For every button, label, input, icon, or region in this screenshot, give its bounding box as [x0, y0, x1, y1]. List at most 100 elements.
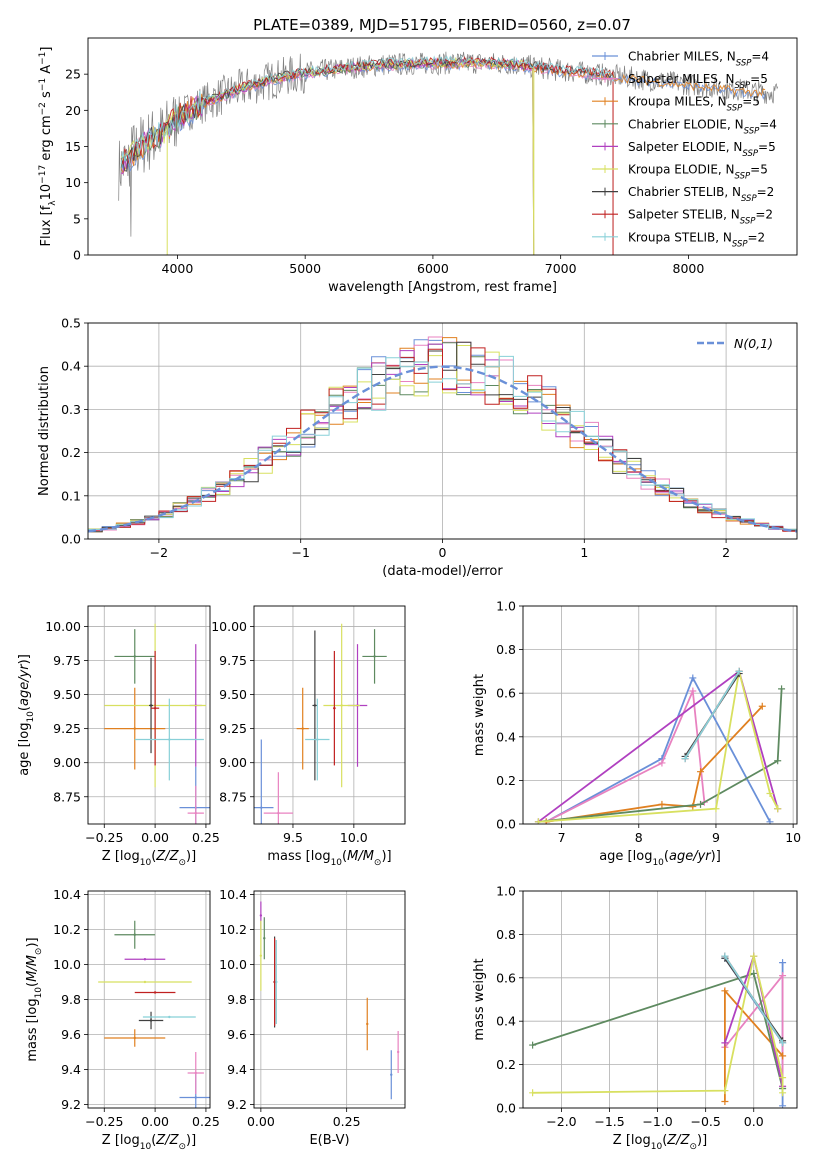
label-part: ( — [664, 849, 669, 864]
legend-label-count: =4 — [759, 117, 777, 131]
y-tick-label: 0.0 — [496, 1101, 516, 1116]
label-part: mass weight — [472, 674, 487, 756]
y-tick-label: 9.8 — [61, 992, 81, 1007]
weight-marker — [779, 1052, 787, 1060]
y-tick-label: 0.0 — [496, 817, 516, 832]
spectrum-model-line — [120, 56, 535, 255]
label-part: E(B-V) — [309, 1133, 349, 1148]
label-part: )] — [711, 849, 721, 864]
weight-marker — [697, 800, 705, 808]
label-part: Z [ — [613, 1133, 631, 1148]
spectrum-model-line — [120, 55, 614, 255]
label-part: 10 — [26, 711, 36, 723]
y-tick-label: 9.50 — [219, 687, 247, 702]
spectrum-model-line — [120, 59, 614, 255]
plot-area — [98, 920, 210, 1108]
figure-title: PLATE=0389, MJD=51795, FIBERID=0560, z=0… — [253, 16, 631, 34]
legend-label-count: =5 — [750, 72, 768, 86]
data-point — [153, 991, 157, 994]
data-point — [263, 937, 266, 940]
label-part: −17 — [38, 165, 48, 184]
weight-marker — [721, 952, 729, 960]
data-point — [194, 1096, 197, 1099]
label-part: ⊙ — [178, 1142, 186, 1152]
label-part: log — [631, 1133, 651, 1148]
label-part: ( — [17, 706, 32, 711]
legend-label-text: Salpeter ELODIE, N — [628, 140, 742, 154]
x-tick-label: 7000 — [545, 261, 577, 276]
weight-marker — [779, 972, 787, 980]
legend-label: Kroupa STELIB, NSSP=2 — [628, 230, 765, 249]
label-part: λ — [48, 200, 58, 206]
label-part: Normed distribution — [37, 366, 52, 496]
label-part: ] — [39, 47, 54, 52]
y-tick-label: 9.4 — [61, 1062, 81, 1077]
y-tick-label: 0.2 — [496, 1057, 516, 1072]
axes-frame — [87, 322, 798, 540]
y-tick-label: 8.75 — [53, 789, 81, 804]
label-part: M/M — [347, 849, 374, 864]
label-part: s — [39, 91, 54, 102]
data-point — [366, 1022, 369, 1026]
y-tick-label: 9.6 — [61, 1027, 81, 1042]
residual-histogram — [88, 347, 797, 532]
label-part: −2 — [38, 102, 48, 115]
x-tick-label: −0.5 — [690, 1114, 720, 1129]
axes-frame — [253, 605, 406, 825]
y-tick-label: 10.4 — [219, 887, 247, 902]
data-point — [133, 1036, 136, 1040]
x-tick-label: −1 — [291, 545, 309, 560]
x-tick-label: −0.25 — [85, 1114, 123, 1129]
label-part: log — [25, 998, 40, 1018]
spectrum-model-line — [120, 58, 535, 255]
data-point — [149, 704, 153, 707]
legend-label: Kroupa ELODIE, NSSP=5 — [628, 163, 768, 182]
weight-marker — [774, 805, 782, 813]
weight-marker — [758, 702, 766, 710]
label-part: Z/Z — [155, 849, 179, 864]
x-tick-label: 8 — [635, 830, 643, 845]
label-part: −1 — [38, 78, 48, 91]
legend-label-subscript: SSP — [735, 172, 751, 182]
weight-line — [724, 955, 784, 1044]
legend-label: Kroupa MILES, NSSP=5 — [628, 95, 760, 114]
data-point — [260, 806, 263, 809]
y-axis-label: mass weight — [472, 674, 487, 756]
label-part: log — [17, 723, 32, 743]
label-part: )] — [697, 1133, 707, 1148]
y-tick-label: 10.00 — [45, 619, 81, 634]
y-tick-label: 20 — [65, 103, 81, 118]
data-point — [259, 914, 263, 917]
label-part: 10 — [34, 987, 44, 999]
data-point — [194, 1071, 197, 1075]
data-point — [333, 706, 336, 710]
weight-marker — [779, 1039, 787, 1047]
panel-mass_vs_ebv: 0.00 0.25 9.2 9.4 9.6 9.8 10.0 10.2 10.4 — [219, 887, 406, 1129]
label-part: ⊙ — [34, 948, 44, 956]
legend-label-subscript: SSP — [744, 126, 760, 136]
y-tick-label: 9.4 — [227, 1062, 247, 1077]
label-part: )] — [25, 937, 40, 947]
x-tick-label: 0.00 — [141, 830, 169, 845]
x-axis-label: Z [log10(Z/Z⊙)] — [613, 1133, 707, 1152]
plot-area — [259, 901, 400, 1100]
y-tick-label: 0.6 — [496, 686, 516, 701]
plot-area — [254, 623, 387, 824]
x-tick-label: −1.5 — [594, 1114, 624, 1129]
data-point — [194, 811, 197, 815]
data-point — [316, 738, 319, 741]
weight-marker — [779, 1089, 787, 1097]
legend-label: Salpeter STELIB, NSSP=2 — [628, 208, 773, 227]
label-part: )] — [381, 849, 391, 864]
weight-marker — [721, 1039, 729, 1047]
normal-curve — [88, 365, 797, 533]
y-tick-label: 8.75 — [219, 789, 247, 804]
y-tick-label: 1.0 — [496, 599, 516, 614]
legend-label-subscript: SSP — [727, 104, 743, 114]
y-tick-label: 9.75 — [53, 653, 81, 668]
x-axis-label: Z [log10(Z/Z⊙)] — [102, 849, 196, 868]
y-tick-label: 9.25 — [53, 721, 81, 736]
plot-area — [534, 667, 786, 824]
